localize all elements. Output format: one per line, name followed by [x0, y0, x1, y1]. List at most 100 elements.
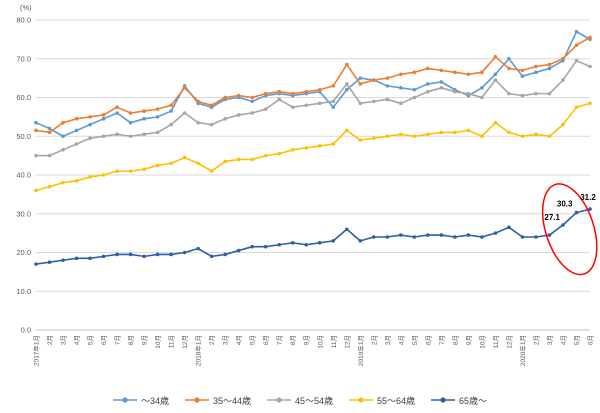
- x-tick-label: 9月: [303, 335, 311, 345]
- series-point: [250, 157, 254, 162]
- series-point: [277, 151, 282, 156]
- series-point: [547, 91, 552, 96]
- series-point: [74, 142, 79, 146]
- series-point: [534, 235, 538, 239]
- y-tick-label: 40.0: [16, 171, 31, 180]
- x-tick-label: 2018年1月: [194, 335, 203, 366]
- point-label: 27.1: [544, 213, 560, 222]
- series-point: [74, 117, 79, 121]
- series-point: [263, 107, 268, 111]
- series-point: [209, 122, 214, 127]
- series-point: [34, 262, 38, 266]
- series-point: [47, 260, 52, 264]
- series-point: [250, 111, 254, 115]
- x-tick-label: 5月: [411, 335, 419, 345]
- x-tick-label: 6月: [424, 335, 432, 345]
- series-point: [520, 235, 525, 239]
- series-point: [128, 169, 133, 173]
- x-tick-label: 3月: [546, 335, 554, 345]
- series-point: [263, 244, 268, 249]
- x-tick-label: 5月: [249, 335, 257, 345]
- series-point: [277, 89, 282, 94]
- series-point: [304, 146, 309, 150]
- series-point: [61, 148, 65, 152]
- series-point: [453, 70, 457, 75]
- series-point: [290, 148, 295, 152]
- series-point: [142, 117, 146, 121]
- y-tick-label: 10.0: [16, 287, 31, 296]
- series-point: [61, 258, 65, 263]
- series-point: [223, 159, 227, 164]
- series-point: [561, 78, 565, 82]
- series-point: [372, 99, 376, 104]
- series-point: [466, 72, 471, 77]
- series-point: [493, 78, 498, 82]
- series-point: [534, 132, 538, 137]
- legend-marker-icon: [184, 397, 209, 403]
- x-tick-label: 8月: [289, 335, 297, 345]
- series-point: [372, 136, 376, 140]
- series-point: [155, 115, 160, 119]
- series-point: [358, 239, 363, 243]
- series-point: [399, 132, 403, 137]
- series-point: [331, 142, 336, 146]
- series-point: [236, 248, 241, 253]
- series-point: [196, 161, 200, 166]
- series-point: [209, 254, 214, 259]
- series-point: [290, 91, 295, 96]
- series-point: [493, 231, 498, 235]
- series-point: [236, 157, 241, 162]
- series-point: [209, 103, 214, 108]
- series-point: [385, 76, 390, 80]
- series-point: [155, 163, 160, 168]
- series-point: [344, 87, 349, 92]
- series-point: [588, 207, 592, 211]
- line-chart: 0.0 10.0 20.0 30.0 40.0 50.0 60.0 70.0 80.0 (%) 20…: [16, 3, 598, 366]
- point-label: 30.3: [557, 200, 573, 209]
- series-point: [439, 80, 444, 84]
- x-tick-label: 7月: [114, 335, 122, 345]
- series-point: [520, 93, 525, 98]
- x-tick-label: 2月: [370, 335, 378, 345]
- series-point: [574, 210, 579, 215]
- series-point: [128, 120, 133, 125]
- y-tick-label: 50.0: [16, 132, 31, 141]
- series-point: [507, 130, 511, 135]
- x-tick-label: 7月: [276, 335, 284, 345]
- series-point: [61, 134, 65, 139]
- series-point: [317, 87, 322, 92]
- series-point: [169, 161, 173, 166]
- series-point: [317, 241, 322, 245]
- series-point: [426, 66, 430, 71]
- series-point: [263, 91, 268, 96]
- series-point: [520, 134, 525, 139]
- series-point: [34, 153, 38, 158]
- series-point: [574, 105, 579, 109]
- series-point: [426, 233, 430, 237]
- series-point: [372, 78, 376, 82]
- series-point: [277, 97, 282, 102]
- x-tick-label: 3月: [60, 335, 68, 345]
- series-point: [520, 68, 525, 73]
- series-point: [547, 66, 552, 71]
- series-point: [263, 153, 268, 158]
- series-point: [412, 235, 417, 239]
- x-tick-label: 4月: [73, 335, 81, 345]
- series-point: [547, 62, 552, 67]
- series-point: [61, 180, 65, 185]
- x-tick-label: 7月: [438, 335, 446, 345]
- x-tick-label: 4月: [559, 335, 567, 345]
- series-point: [358, 82, 363, 86]
- series-point: [223, 117, 227, 121]
- series-point: [142, 167, 146, 171]
- legend-marker-icon: [349, 397, 374, 403]
- x-tick-label: 11月: [330, 335, 338, 348]
- series-point: [331, 105, 336, 109]
- series-point: [399, 101, 403, 106]
- series-point: [358, 76, 363, 80]
- series-point: [507, 225, 511, 230]
- series-point: [223, 95, 227, 100]
- x-tick-label: 6月: [100, 335, 108, 345]
- series-point: [399, 72, 403, 77]
- series-point: [426, 89, 430, 94]
